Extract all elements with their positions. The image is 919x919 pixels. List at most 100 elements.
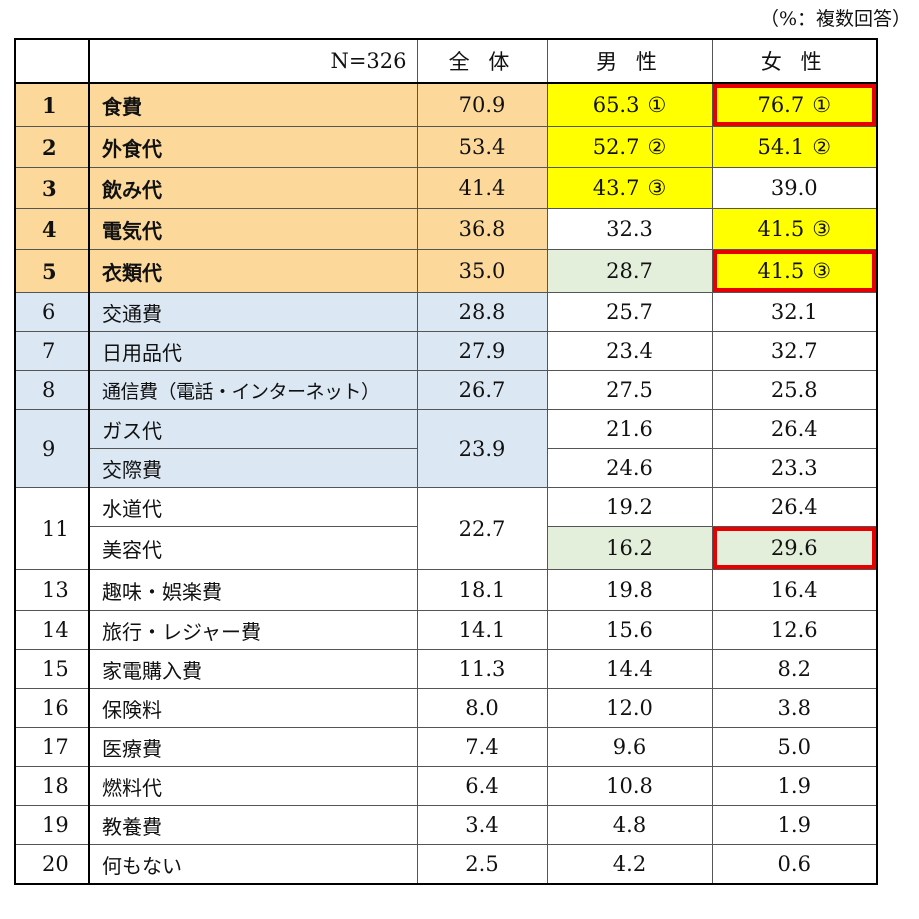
male-cell: 52.7 ② — [546, 126, 713, 168]
table-row: 8 通信費（電話・インターネット） 26.7 27.5 25.8 — [14, 370, 878, 410]
total-cell: 2.5 — [416, 844, 548, 885]
table-row: 美容代 16.2 29.6 — [15, 526, 878, 570]
table-row: 2 外食代 53.4 52.7 ② 54.1 ② — [14, 126, 878, 168]
male-value: 43.7 — [592, 176, 640, 200]
male-cell: 19.8 — [546, 569, 713, 611]
male-cell: 65.3 ① — [546, 82, 713, 127]
female-value: 76.7 — [757, 93, 805, 117]
male-cell: 27.5 — [546, 370, 713, 410]
rank-header — [14, 38, 90, 84]
table-row: 3 飲み代 41.4 43.7 ③ 39.0 — [14, 167, 878, 209]
total-cell: 14.1 — [416, 610, 548, 650]
rank-cell: 17 — [14, 727, 90, 767]
female-cell: 32.7 — [711, 331, 878, 371]
female-cell: 41.5 ③ — [711, 249, 878, 293]
total-cell: 41.4 — [416, 167, 548, 209]
female-value: 54.1 — [757, 135, 805, 159]
male-rank-mark: ① — [647, 93, 667, 117]
table-row: 16 保険料 8.0 12.0 3.8 — [14, 688, 878, 728]
item-cell: 家電購入費 — [88, 649, 418, 689]
item-cell: 旅行・レジャー費 — [88, 610, 418, 650]
total-cell: 11.3 — [416, 649, 548, 689]
total-cell: 36.8 — [416, 208, 548, 250]
table-row: 7 日用品代 27.9 23.4 32.7 — [14, 331, 878, 371]
female-cell: 23.3 — [711, 448, 878, 488]
expense-table: N=326 全 体 男 性 女 性 1 食費 70.9 65.3 ① 76.7 ① … — [14, 38, 878, 885]
table-row: 19 教養費 3.4 4.8 1.9 — [14, 805, 878, 845]
table-row: 6 交通費 28.8 25.7 32.1 — [14, 292, 878, 332]
rank-cell: 15 — [14, 649, 90, 689]
male-cell: 23.4 — [546, 331, 713, 371]
table-row: 13 趣味・娯楽費 18.1 19.8 16.4 — [14, 569, 878, 611]
item-cell: 教養費 — [88, 805, 418, 845]
total-cell: 18.1 — [416, 569, 548, 611]
table-row: 15 家電購入費 11.3 14.4 8.2 — [14, 649, 878, 689]
male-rank-mark: ② — [647, 135, 667, 159]
rank-cell: 11 — [14, 487, 90, 570]
female-cell: 26.4 — [711, 409, 878, 449]
rank-cell: 14 — [14, 610, 90, 650]
total-cell: 7.4 — [416, 727, 548, 767]
rank-cell: 18 — [14, 766, 90, 806]
female-cell: 25.8 — [711, 370, 878, 410]
item-cell: 飲み代 — [88, 167, 418, 209]
male-cell: 28.7 — [546, 249, 713, 293]
item-cell: 食費 — [88, 82, 418, 127]
item-cell: 交際費 — [88, 448, 418, 488]
female-rank-mark: ③ — [812, 217, 832, 241]
male-cell: 16.2 — [546, 526, 713, 570]
item-cell: 交通費 — [88, 292, 418, 332]
item-cell: 外食代 — [88, 126, 418, 168]
item-cell: 水道代 — [88, 487, 418, 527]
total-cell: 6.4 — [416, 766, 548, 806]
female-rank-mark: ③ — [812, 259, 832, 283]
female-cell: 41.5 ③ — [711, 208, 878, 250]
male-cell: 21.6 — [546, 409, 713, 449]
item-cell: 衣類代 — [88, 249, 418, 293]
female-cell: 0.6 — [711, 844, 878, 885]
total-header: 全 体 — [416, 38, 548, 84]
item-cell: 燃料代 — [88, 766, 418, 806]
header-row: N=326 全 体 男 性 女 性 — [14, 38, 878, 84]
rank-cell: 4 — [14, 208, 90, 250]
item-cell: 趣味・娯楽費 — [88, 569, 418, 611]
male-cell: 12.0 — [546, 688, 713, 728]
female-cell: 32.1 — [711, 292, 878, 332]
table-row: 11 水道代 22.7 19.2 26.4 — [14, 487, 878, 570]
total-cell: 28.8 — [416, 292, 548, 332]
total-cell: 70.9 — [416, 82, 548, 127]
rank-cell: 6 — [14, 292, 90, 332]
table-row: 17 医療費 7.4 9.6 5.0 — [14, 727, 878, 767]
item-cell: 美容代 — [88, 526, 418, 570]
table-row: 4 電気代 36.8 32.3 41.5 ③ — [14, 208, 878, 250]
rank-cell: 2 — [14, 126, 90, 168]
male-cell: 19.2 — [546, 487, 713, 527]
male-value: 65.3 — [592, 93, 640, 117]
total-cell: 53.4 — [416, 126, 548, 168]
total-cell: 3.4 — [416, 805, 548, 845]
rank-cell: 8 — [14, 370, 90, 410]
female-cell: 39.0 — [711, 167, 878, 209]
total-cell: 27.9 — [416, 331, 548, 371]
female-cell: 5.0 — [711, 727, 878, 767]
rank-cell: 5 — [14, 249, 90, 293]
male-cell: 24.6 — [546, 448, 713, 488]
male-cell: 14.4 — [546, 649, 713, 689]
female-cell: 1.9 — [711, 766, 878, 806]
total-cell: 8.0 — [416, 688, 548, 728]
male-cell: 4.2 — [546, 844, 713, 885]
female-cell: 12.6 — [711, 610, 878, 650]
rank-cell: 13 — [14, 569, 90, 611]
total-cell: 23.9 — [416, 409, 548, 488]
female-cell: 16.4 — [711, 569, 878, 611]
male-header: 男 性 — [546, 38, 713, 84]
female-rank-mark: ② — [812, 135, 832, 159]
item-cell: 保険料 — [88, 688, 418, 728]
item-cell: ガス代 — [88, 409, 418, 449]
female-cell: 8.2 — [711, 649, 878, 689]
table-row: 18 燃料代 6.4 10.8 1.9 — [14, 766, 878, 806]
female-cell: 26.4 — [711, 487, 878, 527]
item-cell: 何もない — [88, 844, 418, 885]
item-cell: 医療費 — [88, 727, 418, 767]
item-cell: 電気代 — [88, 208, 418, 250]
